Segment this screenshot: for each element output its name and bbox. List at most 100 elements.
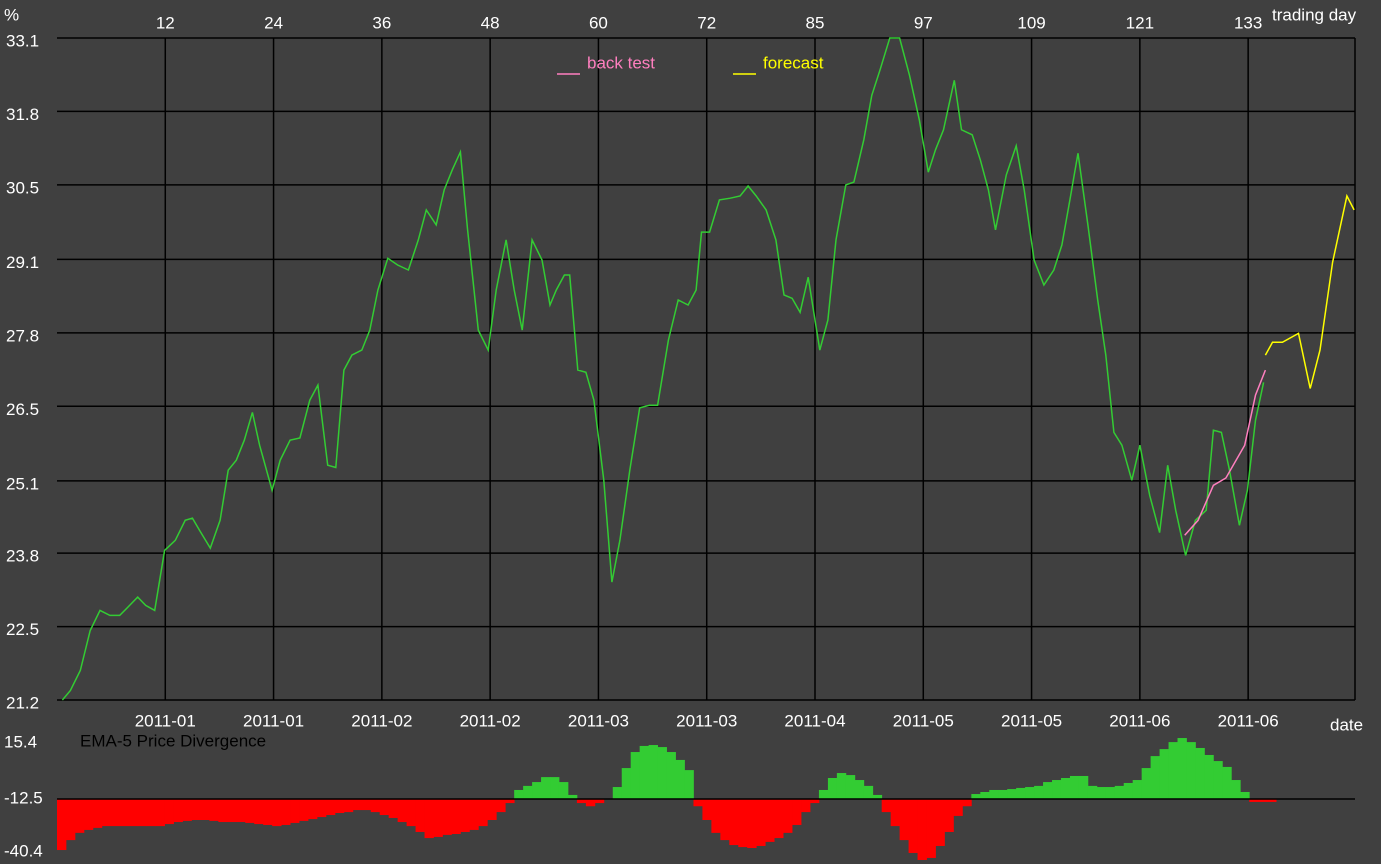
- bar: [567, 794, 578, 799]
- bar: [558, 782, 569, 799]
- date-tick-label: 2011-06: [1109, 711, 1170, 730]
- bar: [200, 799, 210, 820]
- date-tick-label: 2011-05: [1001, 711, 1062, 730]
- bar: [1258, 799, 1268, 802]
- bar: [836, 773, 847, 799]
- x-tick-label: 48: [481, 13, 500, 32]
- y-tick-label: 21.2: [6, 693, 39, 712]
- bar: [854, 780, 865, 799]
- bar: [92, 799, 103, 828]
- bar: [738, 799, 748, 848]
- bar: [505, 799, 515, 804]
- bar: [1177, 738, 1187, 799]
- bar: [1078, 775, 1089, 799]
- bar: [155, 799, 165, 827]
- bar: [523, 785, 533, 799]
- bar: [801, 799, 811, 813]
- date-tick-label: 2011-01: [135, 711, 196, 730]
- legend-label: forecast: [763, 53, 824, 72]
- bar: [263, 799, 273, 825]
- bar: [711, 799, 721, 833]
- bar: [1150, 756, 1160, 799]
- bar: [774, 799, 784, 839]
- bar: [585, 799, 596, 807]
- bar: [469, 799, 479, 830]
- y-tick-label: 29.1: [6, 253, 39, 272]
- bar: [478, 799, 488, 827]
- bar: [720, 799, 730, 841]
- bar: [290, 799, 300, 823]
- date-tick-label: 2011-02: [351, 711, 412, 730]
- line-series: [61, 37, 1265, 701]
- date-tick-label: 2011-05: [893, 711, 954, 730]
- x-tick-label: 121: [1126, 13, 1154, 32]
- bar: [281, 799, 291, 825]
- bar: [325, 799, 336, 816]
- y-tick-label: -12.5: [4, 788, 43, 807]
- bar: [245, 799, 255, 823]
- bar: [1132, 780, 1143, 799]
- bar: [1186, 742, 1196, 799]
- bar: [74, 799, 85, 833]
- bar: [1222, 766, 1232, 799]
- x-tick-label: 60: [589, 13, 608, 32]
- bar: [792, 799, 802, 825]
- bar: [532, 782, 542, 799]
- bar: [406, 799, 416, 827]
- bar: [209, 799, 219, 821]
- bar: [1016, 787, 1026, 799]
- bar: [227, 799, 237, 823]
- bar: [765, 799, 775, 842]
- bar: [747, 799, 757, 848]
- date-tick-label: 2011-03: [676, 711, 737, 730]
- bar: [442, 799, 452, 835]
- bar: [541, 777, 551, 799]
- bar: [1240, 792, 1250, 799]
- bar: [254, 799, 264, 825]
- bar: [110, 799, 121, 827]
- bar: [218, 799, 228, 823]
- bar: [191, 799, 201, 820]
- bar: [666, 752, 676, 799]
- x-tick-label: 12: [156, 13, 175, 32]
- bar: [1052, 780, 1062, 799]
- date-axis-label: date: [1330, 715, 1363, 734]
- bar: [890, 799, 901, 827]
- bar: [299, 799, 309, 821]
- bar: [1159, 749, 1169, 799]
- bar: [370, 799, 381, 813]
- bar: [388, 799, 399, 818]
- y-tick-label: 15.4: [4, 732, 37, 751]
- x-tick-label: 133: [1234, 13, 1262, 32]
- x-tick-label: 109: [1017, 13, 1045, 32]
- bar: [1105, 787, 1116, 799]
- bar: [1231, 780, 1241, 799]
- bar: [1195, 747, 1205, 799]
- bar: [164, 799, 174, 825]
- bar: [783, 799, 793, 833]
- line-series: [1184, 369, 1267, 536]
- bar: [487, 799, 497, 820]
- bar: [128, 799, 139, 827]
- bar: [1114, 785, 1125, 799]
- bar: [872, 794, 883, 799]
- bar: [1025, 787, 1035, 799]
- bar: [971, 794, 981, 799]
- y-axis-label: %: [4, 5, 19, 24]
- y-tick-label: 30.5: [6, 178, 39, 197]
- bar: [101, 799, 112, 827]
- bar: [343, 799, 354, 813]
- bar: [334, 799, 345, 813]
- bar: [1007, 789, 1017, 799]
- x-tick-label: 85: [806, 13, 825, 32]
- panel-title: EMA-5 Price Divergence: [80, 731, 266, 750]
- x-tick-label: 36: [372, 13, 391, 32]
- bar: [146, 799, 157, 827]
- date-tick-label: 2011-02: [460, 711, 521, 730]
- bar: [648, 745, 658, 799]
- bar: [684, 770, 694, 799]
- date-tick-label: 2011-06: [1218, 711, 1279, 730]
- bar: [1123, 782, 1134, 799]
- y-tick-label: 22.5: [6, 620, 39, 639]
